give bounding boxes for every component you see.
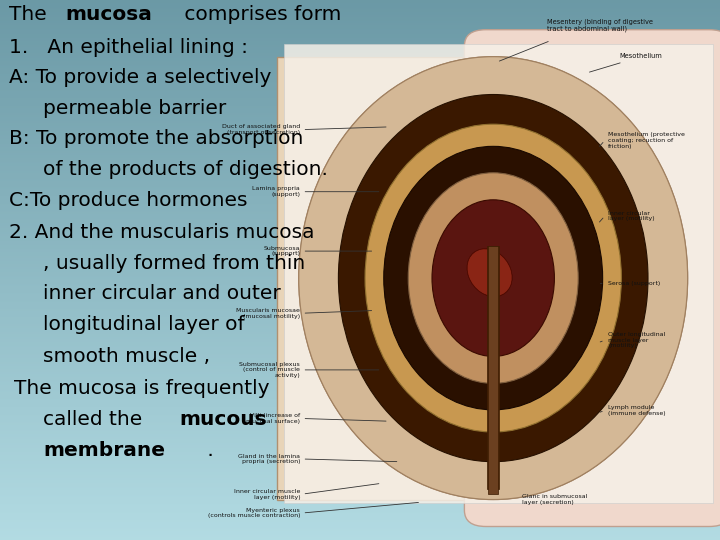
Text: mucous: mucous (179, 410, 267, 429)
Text: Muscularis mucosae
(mucosal motility): Muscularis mucosae (mucosal motility) (236, 308, 300, 319)
Text: longitudinal layer of: longitudinal layer of (43, 315, 245, 334)
Text: Lymph module
(immune defense): Lymph module (immune defense) (608, 405, 666, 416)
Text: 2. And the muscularis mucosa: 2. And the muscularis mucosa (9, 223, 314, 242)
Text: Serosa (support): Serosa (support) (608, 281, 661, 286)
Text: of the products of digestion.: of the products of digestion. (43, 160, 328, 179)
Text: Myenteric plexus
(controls muscle contraction): Myenteric plexus (controls muscle contra… (208, 508, 300, 518)
Ellipse shape (384, 146, 603, 410)
Ellipse shape (467, 249, 512, 296)
Text: The: The (9, 5, 53, 24)
Text: mucosa: mucosa (66, 5, 153, 24)
Text: Submucosa
(support): Submucosa (support) (264, 246, 300, 256)
Ellipse shape (365, 124, 621, 432)
Text: Mesothelium: Mesothelium (619, 53, 662, 59)
Text: The mucosa is frequently: The mucosa is frequently (14, 379, 270, 398)
Text: Lamina propria
(support): Lamina propria (support) (253, 186, 300, 197)
Ellipse shape (299, 57, 688, 500)
Text: comprises form: comprises form (178, 5, 341, 24)
Text: A: To provide a selectively: A: To provide a selectively (9, 69, 271, 87)
Text: .: . (201, 441, 213, 460)
Ellipse shape (338, 94, 648, 462)
Text: Gland in the lamina
propria (secretion): Gland in the lamina propria (secretion) (238, 454, 300, 464)
Text: Inner circular muscle
layer (motility): Inner circular muscle layer (motility) (234, 489, 300, 500)
FancyBboxPatch shape (284, 44, 713, 503)
Text: Submucosal plexus
(control of muscle
activity): Submucosal plexus (control of muscle act… (240, 362, 300, 378)
Ellipse shape (467, 249, 512, 296)
Ellipse shape (338, 94, 648, 462)
Text: Mesentery (binding of digestive
tract to abdominal wall): Mesentery (binding of digestive tract to… (547, 18, 653, 32)
Ellipse shape (408, 173, 578, 383)
Ellipse shape (432, 200, 554, 356)
Text: Villi (increase of
mucosal surface): Villi (increase of mucosal surface) (246, 413, 300, 424)
Ellipse shape (299, 57, 688, 500)
Text: C:To produce hormones: C:To produce hormones (9, 191, 247, 210)
Text: Glanc in submucosal
layer (secretion): Glanc in submucosal layer (secretion) (522, 494, 588, 505)
Ellipse shape (432, 200, 554, 356)
Bar (487, 246, 499, 489)
Text: Mesothelium (protective
coating; recuction of
friction): Mesothelium (protective coating; recucti… (608, 132, 685, 149)
Text: Outer longitudinal
muscle layer
(motility): Outer longitudinal muscle layer (motilit… (608, 332, 666, 348)
Ellipse shape (408, 173, 578, 383)
Bar (488, 246, 498, 494)
Text: Inner circular
layer (motility): Inner circular layer (motility) (608, 211, 655, 221)
FancyBboxPatch shape (277, 57, 493, 500)
Text: inner circular and outer: inner circular and outer (43, 285, 281, 303)
Ellipse shape (365, 124, 621, 432)
Text: , usually formed from thin: , usually formed from thin (43, 254, 305, 273)
Text: smooth muscle ,: smooth muscle , (43, 347, 210, 366)
Text: B: To promote the absorption: B: To promote the absorption (9, 130, 303, 148)
Text: Duct of associated gland
(transport of secretion): Duct of associated gland (transport of s… (222, 124, 300, 135)
Text: 1.   An epithelial lining :: 1. An epithelial lining : (9, 38, 248, 57)
FancyBboxPatch shape (464, 30, 720, 526)
Text: permeable barrier: permeable barrier (43, 99, 227, 118)
Text: membrane: membrane (43, 441, 165, 460)
Text: called the: called the (43, 410, 149, 429)
Ellipse shape (384, 146, 603, 410)
